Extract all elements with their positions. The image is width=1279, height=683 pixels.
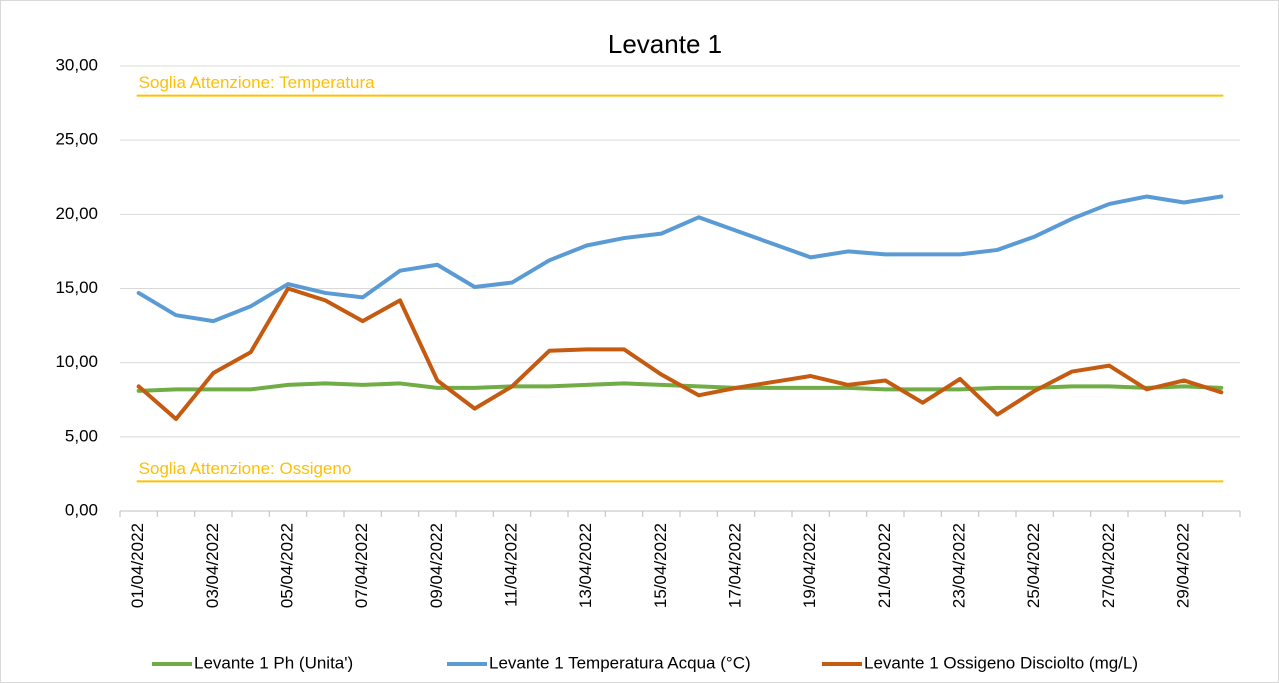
x-tick-label: 09/04/2022 [427,523,446,608]
x-tick-label: 29/04/2022 [1173,523,1192,608]
x-tick-label: 25/04/2022 [1024,523,1043,608]
legend-label: Levante 1 Temperatura Acqua (°C) [489,653,751,672]
x-tick-label: 21/04/2022 [875,523,894,608]
series-line [136,194,1224,324]
x-tick-label: 27/04/2022 [1099,523,1118,608]
series-line [136,286,1224,422]
threshold-label: Soglia Attenzione: Temperatura [139,73,375,92]
y-tick-label: 25,00 [55,130,98,149]
y-tick-label: 5,00 [65,426,98,445]
y-tick-label: 0,00 [65,500,98,519]
x-tick-label: 13/04/2022 [576,523,595,608]
x-tick-label: 11/04/2022 [501,523,520,607]
legend-label: Levante 1 Ossigeno Disciolto (mg/L) [864,653,1138,672]
x-tick-label: 17/04/2022 [725,523,744,608]
x-tick-label: 19/04/2022 [800,523,819,608]
y-tick-label: 10,00 [55,352,98,371]
y-tick-label: 15,00 [55,278,98,297]
x-tick-label: 03/04/2022 [203,523,222,608]
y-tick-label: 30,00 [55,55,98,74]
x-tick-label: 23/04/2022 [949,523,968,608]
y-tick-label: 20,00 [55,204,98,223]
x-tick-label: 15/04/2022 [651,523,670,608]
x-tick-label: 07/04/2022 [352,523,371,608]
chart-title: Levante 1 [608,29,722,59]
x-tick-label: 01/04/2022 [128,523,147,608]
threshold-label: Soglia Attenzione: Ossigeno [139,459,352,478]
x-tick-label: 05/04/2022 [277,523,296,608]
legend-label: Levante 1 Ph (Unita') [194,653,353,672]
